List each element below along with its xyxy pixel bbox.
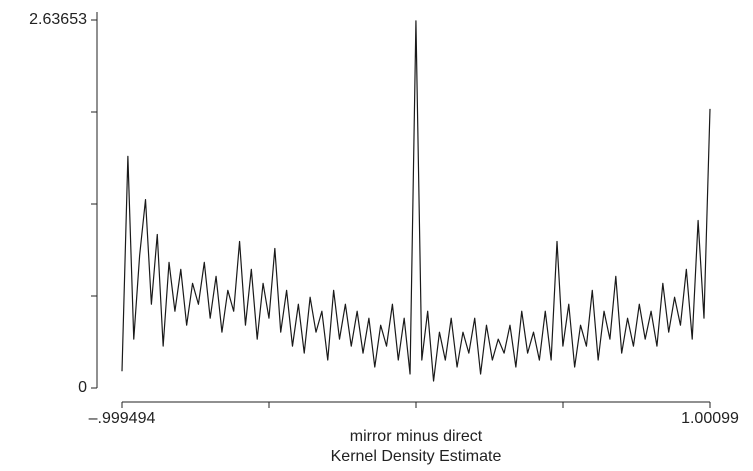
x-axis-title: mirror minus direct [350,428,483,445]
chart-title: Kernel Density Estimate [331,448,502,465]
density-line [121,20,711,382]
y-tick-label: 0 [78,379,87,396]
x-tick-label: –.999494 [89,410,156,427]
x-tick-label: 1.00099 [681,410,739,427]
y-tick-label: 2.63653 [29,11,87,28]
